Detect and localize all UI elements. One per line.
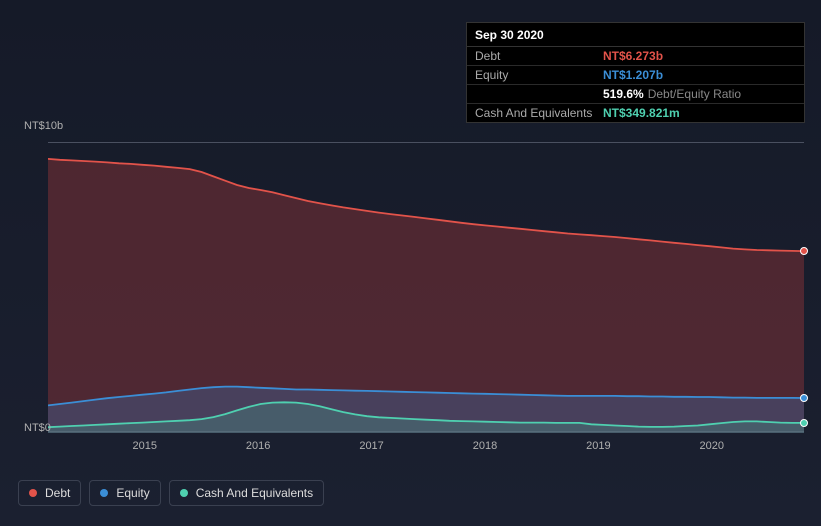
tooltip-row-label: Equity xyxy=(475,68,603,82)
legend-dot-icon xyxy=(100,489,108,497)
tooltip-row-value: NT$349.821m xyxy=(603,106,680,120)
series-end-marker xyxy=(800,419,808,427)
x-tick: 2019 xyxy=(586,440,610,452)
tooltip-row: 519.6%Debt/Equity Ratio xyxy=(467,85,804,104)
yaxis-label-top: NT$10b xyxy=(24,120,63,132)
legend-item[interactable]: Cash And Equivalents xyxy=(169,480,324,506)
x-tick: 2017 xyxy=(359,440,383,452)
tooltip-row-label: Cash And Equivalents xyxy=(475,106,603,120)
tooltip-row-extra: Debt/Equity Ratio xyxy=(648,87,741,101)
legend-label: Debt xyxy=(45,486,70,500)
yaxis-label-bot: NT$0 xyxy=(24,422,51,434)
tooltip-row-value: 519.6%Debt/Equity Ratio xyxy=(603,87,741,101)
x-tick: 2018 xyxy=(473,440,497,452)
tooltip-date: Sep 30 2020 xyxy=(467,23,804,47)
legend-dot-icon xyxy=(29,489,37,497)
legend-item[interactable]: Debt xyxy=(18,480,81,506)
tooltip-row-value: NT$1.207b xyxy=(603,68,663,82)
series-end-marker xyxy=(800,394,808,402)
tooltip-row-label: Debt xyxy=(475,49,603,63)
chart-plot[interactable] xyxy=(48,142,804,432)
x-tick: 2016 xyxy=(246,440,270,452)
tooltip-row: EquityNT$1.207b xyxy=(467,66,804,85)
tooltip-row-value: NT$6.273b xyxy=(603,49,663,63)
chart-svg xyxy=(48,143,804,433)
tooltip-row: DebtNT$6.273b xyxy=(467,47,804,66)
legend-dot-icon xyxy=(180,489,188,497)
tooltip-row: Cash And EquivalentsNT$349.821m xyxy=(467,104,804,122)
x-tick: 2015 xyxy=(133,440,157,452)
legend-label: Cash And Equivalents xyxy=(196,486,313,500)
chart-tooltip: Sep 30 2020 DebtNT$6.273bEquityNT$1.207b… xyxy=(466,22,805,123)
x-tick: 2020 xyxy=(700,440,724,452)
chart-legend: Debt Equity Cash And Equivalents xyxy=(18,480,324,506)
series-end-marker xyxy=(800,247,808,255)
chart-area: NT$10b NT$0 2015 2016 2017 2018 2019 2020 xyxy=(18,120,804,480)
legend-item[interactable]: Equity xyxy=(89,480,160,506)
x-axis: 2015 2016 2017 2018 2019 2020 xyxy=(48,440,804,460)
tooltip-row-label xyxy=(475,87,603,101)
legend-label: Equity xyxy=(116,486,149,500)
